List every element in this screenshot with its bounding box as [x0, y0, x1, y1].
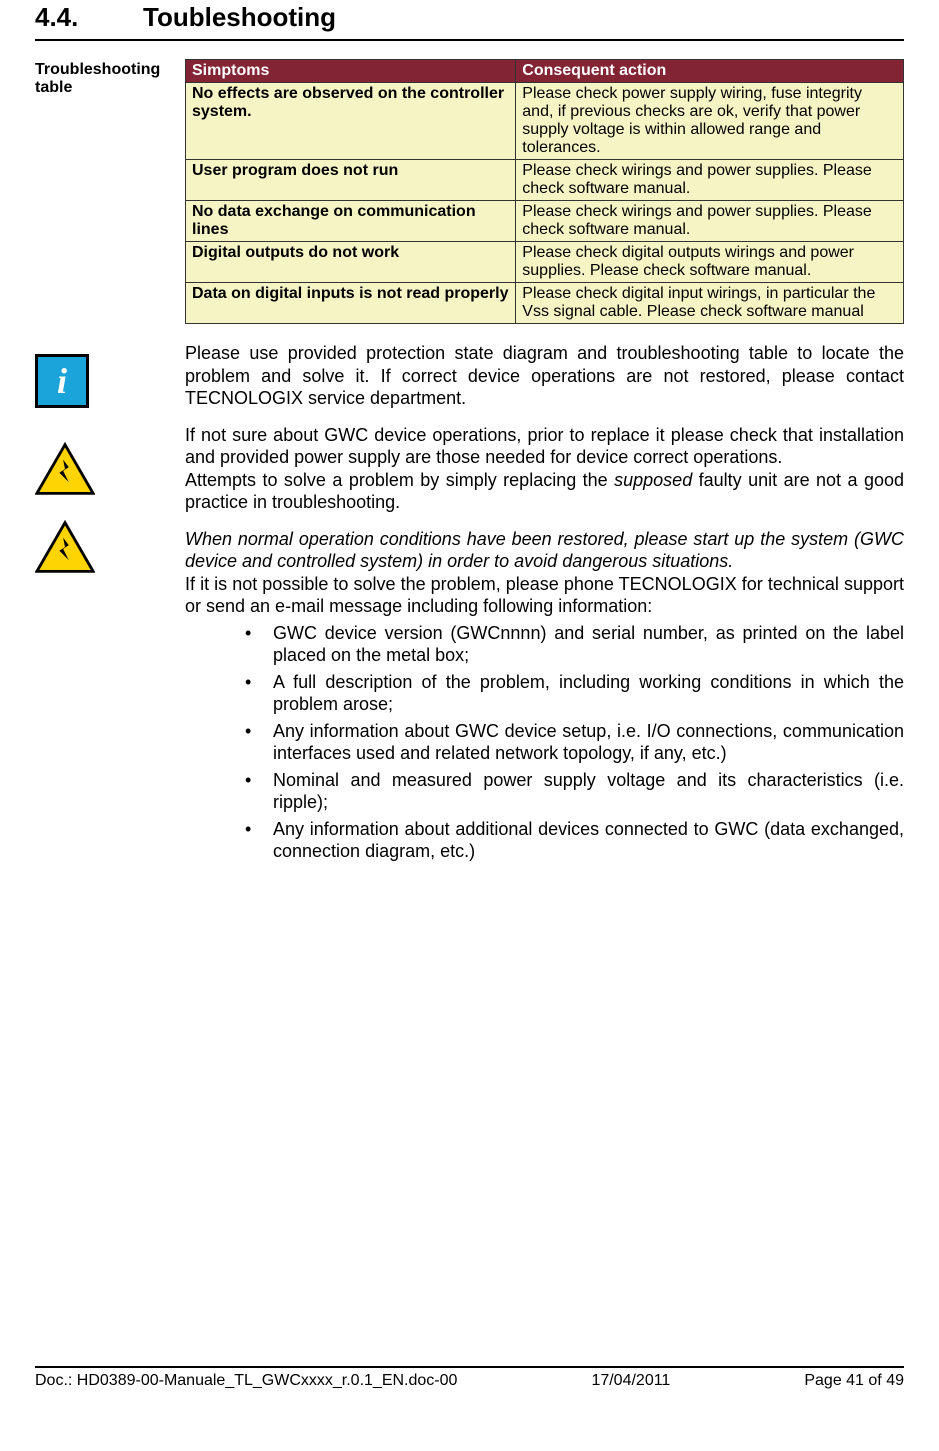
th-symptoms: Simptoms: [186, 60, 516, 83]
table-row: Digital outputs do not work Please check…: [186, 242, 904, 283]
section-title: Toubleshooting: [143, 2, 336, 33]
text: Attempts to solve a problem by simply re…: [185, 470, 614, 490]
list-item: •Nominal and measured power supply volta…: [245, 769, 904, 814]
list-text: GWC device version (GWCnnnn) and serial …: [273, 622, 904, 667]
footer: Doc.: HD0389-00-Manuale_TL_GWCxxxx_r.0.1…: [35, 1366, 904, 1390]
footer-wrap: Doc.: HD0389-00-Manuale_TL_GWCxxxx_r.0.1…: [35, 1366, 904, 1390]
cell-action: Please check digital outputs wirings and…: [516, 242, 904, 283]
list-text: Any information about additional devices…: [273, 818, 904, 863]
th-action: Consequent action: [516, 60, 904, 83]
troubleshooting-table: Simptoms Consequent action No effects ar…: [185, 59, 904, 324]
list-text: A full description of the problem, inclu…: [273, 671, 904, 716]
paragraph: Please use provided protection state dia…: [185, 342, 904, 410]
list-text: Any information about GWC device setup, …: [273, 720, 904, 765]
cell-symptom: Digital outputs do not work: [186, 242, 516, 283]
bullet-icon: •: [245, 720, 273, 765]
list-item: •Any information about additional device…: [245, 818, 904, 863]
cell-symptom: Data on digital inputs is not read prope…: [186, 283, 516, 324]
table-row: No effects are observed on the controlle…: [186, 83, 904, 160]
sidebar-label: Troubleshooting table: [35, 59, 185, 97]
bullet-list: •GWC device version (GWCnnnn) and serial…: [185, 622, 904, 863]
table-row: Data on digital inputs is not read prope…: [186, 283, 904, 324]
cell-action: Please check wirings and power supplies.…: [516, 160, 904, 201]
warning-icon: [35, 442, 95, 496]
cell-symptom: User program does not run: [186, 160, 516, 201]
list-text: Nominal and measured power supply voltag…: [273, 769, 904, 814]
bullet-icon: •: [245, 818, 273, 863]
footer-page: Page 41 of 49: [804, 1372, 904, 1390]
section-number: 4.4.: [35, 2, 143, 33]
paragraph-italic: When normal operation conditions have be…: [185, 528, 904, 573]
page: 4.4. Toubleshooting Troubleshooting tabl…: [0, 0, 939, 1400]
footer-date: 17/04/2011: [591, 1372, 670, 1390]
paragraph: If not sure about GWC device operations,…: [185, 424, 904, 469]
cell-action: Please check digital input wirings, in p…: [516, 283, 904, 324]
bullet-icon: •: [245, 769, 273, 814]
cell-symptom: No effects are observed on the controlle…: [186, 83, 516, 160]
paragraph: If it is not possible to solve the probl…: [185, 573, 904, 618]
cell-action: Please check wirings and power supplies.…: [516, 201, 904, 242]
cell-action: Please check power supply wiring, fuse i…: [516, 83, 904, 160]
table-row: No data exchange on communication lines …: [186, 201, 904, 242]
list-item: •GWC device version (GWCnnnn) and serial…: [245, 622, 904, 667]
bullet-icon: •: [245, 622, 273, 667]
table-container: Simptoms Consequent action No effects ar…: [185, 59, 904, 324]
icon-column: i: [35, 342, 185, 408]
bullet-icon: •: [245, 671, 273, 716]
cell-symptom: No data exchange on communication lines: [186, 201, 516, 242]
table-row: User program does not run Please check w…: [186, 160, 904, 201]
paragraph: Attempts to solve a problem by simply re…: [185, 469, 904, 514]
table-row-block: Troubleshooting table Simptoms Consequen…: [35, 59, 904, 324]
icon-column: [35, 424, 185, 592]
warning-icon: [35, 520, 95, 574]
italic-text: supposed: [614, 470, 692, 490]
section-heading: 4.4. Toubleshooting: [35, 0, 904, 41]
warning-block: If not sure about GWC device operations,…: [35, 424, 904, 867]
info-icon: i: [35, 354, 89, 408]
footer-doc: Doc.: HD0389-00-Manuale_TL_GWCxxxx_r.0.1…: [35, 1372, 457, 1390]
info-block: i Please use provided protection state d…: [35, 342, 904, 424]
list-item: •Any information about GWC device setup,…: [245, 720, 904, 765]
list-item: •A full description of the problem, incl…: [245, 671, 904, 716]
